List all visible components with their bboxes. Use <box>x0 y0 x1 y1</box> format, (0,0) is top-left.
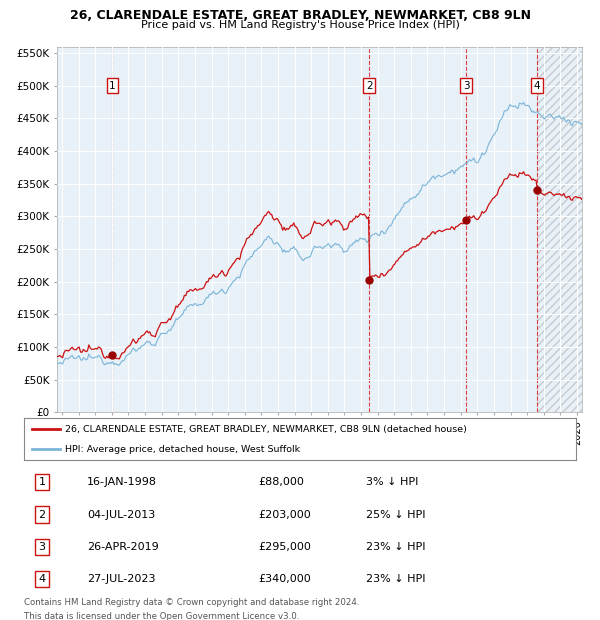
Text: 26-APR-2019: 26-APR-2019 <box>87 542 159 552</box>
Text: 4: 4 <box>533 81 540 91</box>
Text: 23% ↓ HPI: 23% ↓ HPI <box>366 542 425 552</box>
Text: 3% ↓ HPI: 3% ↓ HPI <box>366 477 418 487</box>
Text: 2: 2 <box>38 510 46 520</box>
Text: Contains HM Land Registry data © Crown copyright and database right 2024.: Contains HM Land Registry data © Crown c… <box>24 598 359 608</box>
Text: £295,000: £295,000 <box>258 542 311 552</box>
Text: HPI: Average price, detached house, West Suffolk: HPI: Average price, detached house, West… <box>65 445 301 454</box>
Text: £203,000: £203,000 <box>258 510 311 520</box>
Text: 1: 1 <box>109 81 116 91</box>
Text: 1: 1 <box>38 477 46 487</box>
Text: 4: 4 <box>38 574 46 584</box>
Text: £88,000: £88,000 <box>258 477 304 487</box>
Text: This data is licensed under the Open Government Licence v3.0.: This data is licensed under the Open Gov… <box>24 612 299 620</box>
Text: 3: 3 <box>463 81 469 91</box>
Text: 23% ↓ HPI: 23% ↓ HPI <box>366 574 425 584</box>
Text: 27-JUL-2023: 27-JUL-2023 <box>87 574 155 584</box>
Text: 25% ↓ HPI: 25% ↓ HPI <box>366 510 425 520</box>
Text: 2: 2 <box>366 81 373 91</box>
Text: 26, CLARENDALE ESTATE, GREAT BRADLEY, NEWMARKET, CB8 9LN (detached house): 26, CLARENDALE ESTATE, GREAT BRADLEY, NE… <box>65 425 467 434</box>
Text: Price paid vs. HM Land Registry's House Price Index (HPI): Price paid vs. HM Land Registry's House … <box>140 20 460 30</box>
Text: £340,000: £340,000 <box>258 574 311 584</box>
Text: 3: 3 <box>38 542 46 552</box>
Text: 26, CLARENDALE ESTATE, GREAT BRADLEY, NEWMARKET, CB8 9LN: 26, CLARENDALE ESTATE, GREAT BRADLEY, NE… <box>70 9 530 22</box>
Text: 04-JUL-2013: 04-JUL-2013 <box>87 510 155 520</box>
Text: 16-JAN-1998: 16-JAN-1998 <box>87 477 157 487</box>
